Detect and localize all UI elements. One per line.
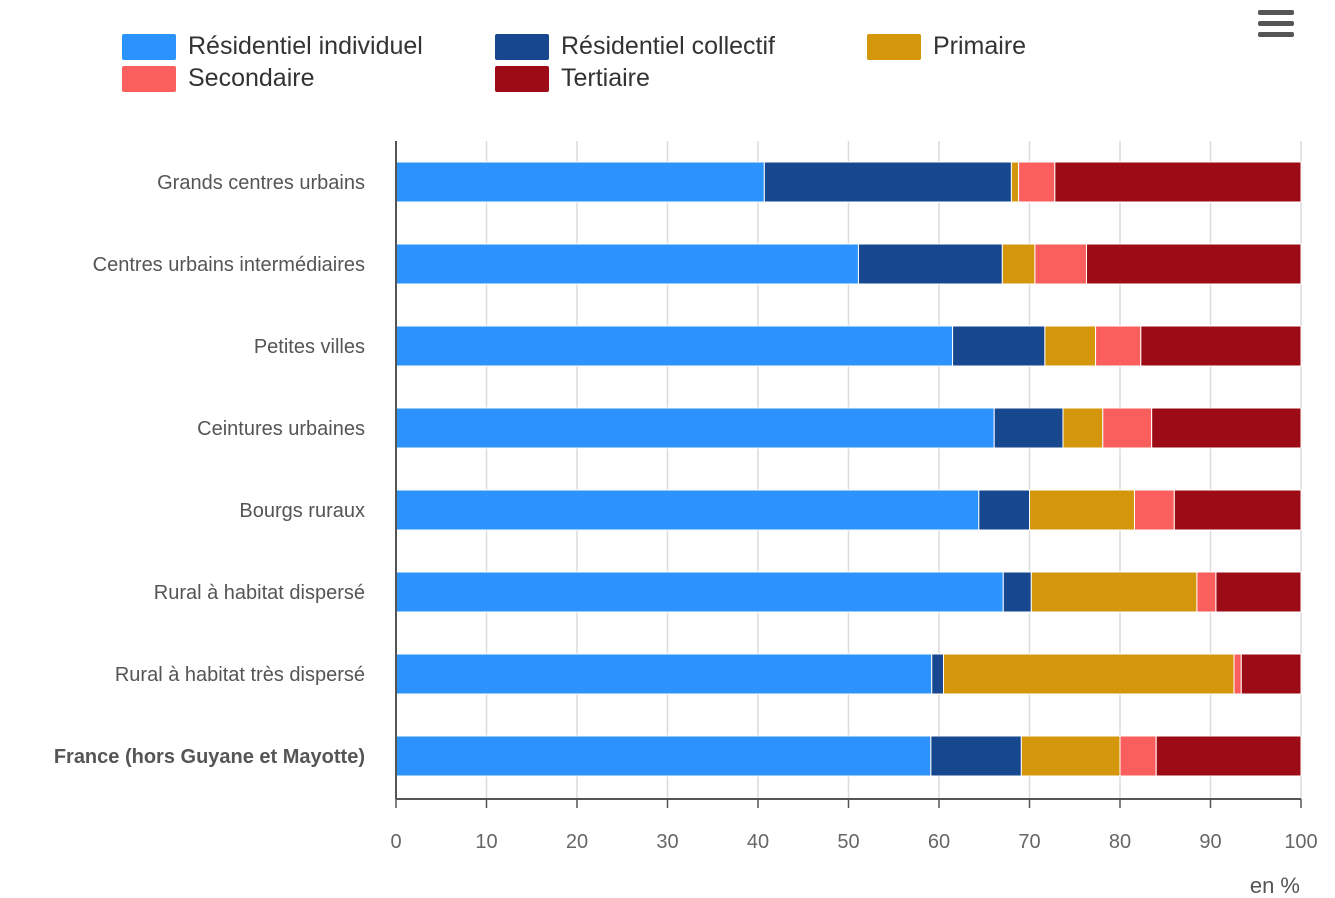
category-label: Grands centres urbains: [157, 172, 365, 194]
legend-swatch: [867, 33, 921, 60]
category-label: Petites villes: [254, 336, 365, 358]
category-label: Rural à habitat très dispersé: [115, 664, 365, 686]
legend-swatch: [122, 33, 176, 60]
bar-segment[interactable]: [395, 161, 765, 203]
bar-segment[interactable]: [1155, 735, 1302, 777]
x-axis-unit-label: en %: [1250, 873, 1300, 898]
legend-label: Primaire: [933, 32, 1027, 60]
x-tick-label: 40: [747, 831, 769, 853]
bar-segment[interactable]: [395, 653, 933, 695]
bar-segment[interactable]: [395, 489, 980, 531]
menu-bar: [1258, 10, 1294, 15]
bar-segment[interactable]: [395, 407, 995, 449]
legend: Résidentiel individuel Résidentiel collec…: [0, 0, 1220, 110]
bar-segment[interactable]: [1062, 407, 1104, 449]
bar-segment[interactable]: [1020, 735, 1121, 777]
bar-segment[interactable]: [1140, 325, 1302, 367]
legend-item[interactable]: Résidentiel individuel: [122, 32, 423, 61]
x-tick-label: 0: [390, 831, 401, 853]
x-tick-label: 80: [1109, 831, 1131, 853]
category-label: Bourgs ruraux: [239, 500, 365, 522]
legend-swatch: [495, 65, 549, 92]
bar-segment[interactable]: [1010, 161, 1020, 203]
legend-item[interactable]: Résidentiel collectif: [495, 32, 775, 61]
bar-segment[interactable]: [1054, 161, 1302, 203]
bar-segment[interactable]: [1196, 571, 1217, 613]
bars: [395, 161, 1302, 777]
category-label: Centres urbains intermédiaires: [93, 254, 365, 276]
bar-segment[interactable]: [978, 489, 1031, 531]
grid-lines: [485, 141, 1302, 799]
legend-label: Secondaire: [188, 64, 315, 92]
x-tick-label: 90: [1199, 831, 1221, 853]
legend-swatch: [495, 33, 549, 60]
bar-segment[interactable]: [943, 653, 1235, 695]
axes: [395, 141, 1302, 808]
category-label: Rural à habitat dispersé: [154, 582, 365, 604]
menu-bar: [1258, 32, 1294, 37]
x-tick-label: 10: [475, 831, 497, 853]
bar-segment[interactable]: [1173, 489, 1302, 531]
legend-label: Tertiaire: [561, 64, 650, 92]
bar-segment[interactable]: [1001, 243, 1036, 285]
bar-segment[interactable]: [993, 407, 1064, 449]
hamburger-menu-icon[interactable]: [1258, 10, 1294, 40]
bar-segment[interactable]: [1102, 407, 1153, 449]
bar-segment[interactable]: [1044, 325, 1097, 367]
x-tick-label: 70: [1018, 831, 1040, 853]
bar-segment[interactable]: [1133, 489, 1175, 531]
x-tick-labels: 0 10 20 30 40 50 60 70 80 90 100: [390, 831, 1317, 853]
bar-segment[interactable]: [952, 325, 1046, 367]
bar-segment[interactable]: [1034, 243, 1088, 285]
legend-label: Résidentiel individuel: [188, 32, 423, 60]
bar-segment[interactable]: [1119, 735, 1157, 777]
x-tick-label: 50: [837, 831, 859, 853]
category-labels: Grands centres urbains Centres urbains in…: [54, 172, 365, 768]
bar-segment[interactable]: [1002, 571, 1032, 613]
bar-segment[interactable]: [857, 243, 1003, 285]
legend-swatch: [122, 65, 176, 92]
bar-segment[interactable]: [395, 735, 932, 777]
bar-segment[interactable]: [1240, 653, 1302, 695]
legend-item[interactable]: Tertiaire: [495, 64, 650, 93]
x-tick-label: 100: [1284, 831, 1317, 853]
bar-segment[interactable]: [1086, 243, 1302, 285]
menu-bar: [1258, 21, 1294, 26]
bar-segment[interactable]: [1233, 653, 1242, 695]
bar-segment[interactable]: [1018, 161, 1056, 203]
legend-item[interactable]: Primaire: [867, 32, 1026, 61]
bar-segment[interactable]: [1095, 325, 1142, 367]
category-label: France (hors Guyane et Mayotte): [54, 746, 365, 768]
bar-segment[interactable]: [1215, 571, 1302, 613]
bar-segment[interactable]: [930, 735, 1022, 777]
x-tick-label: 30: [656, 831, 678, 853]
x-tick-label: 20: [566, 831, 588, 853]
legend-label: Résidentiel collectif: [561, 32, 775, 60]
bar-segment[interactable]: [395, 571, 1004, 613]
bar-segment[interactable]: [395, 325, 954, 367]
bar-segment[interactable]: [1030, 571, 1198, 613]
category-label: Ceintures urbaines: [197, 418, 365, 440]
bar-segment[interactable]: [1151, 407, 1302, 449]
bar-segment[interactable]: [395, 243, 859, 285]
bar-segment[interactable]: [1029, 489, 1135, 531]
bar-segment[interactable]: [931, 653, 945, 695]
x-tick-label: 60: [928, 831, 950, 853]
bar-segment[interactable]: [763, 161, 1012, 203]
legend-item[interactable]: Secondaire: [122, 64, 314, 93]
